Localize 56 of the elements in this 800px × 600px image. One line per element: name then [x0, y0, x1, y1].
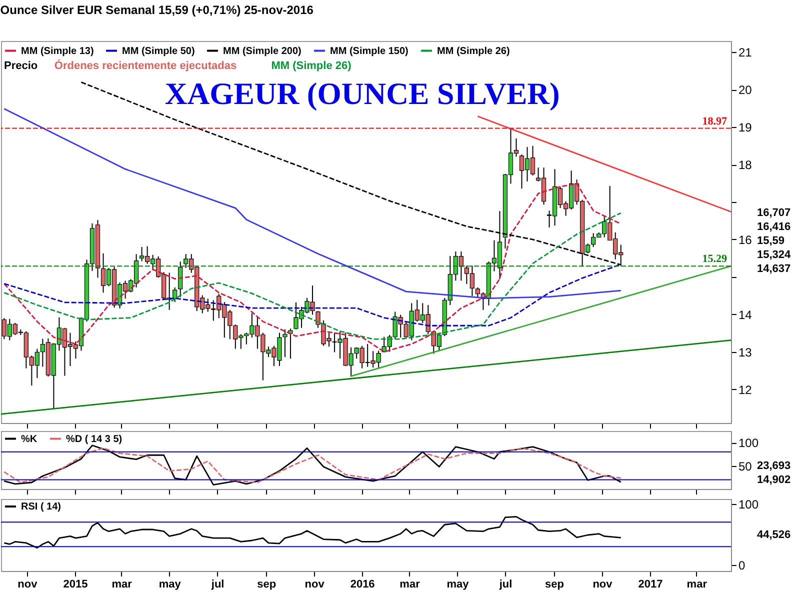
- x-tick-label: jul: [210, 578, 224, 590]
- text: 16,707: [757, 206, 791, 219]
- line-series: [3, 212, 622, 340]
- legend-label: MM (Simple 26): [437, 46, 510, 57]
- y-tick-label: 0: [738, 558, 746, 572]
- text: 14,637: [757, 262, 791, 275]
- chart-title: Ounce Silver EUR Semanal 15,59 (+0,71%) 25-nov-2016: [0, 3, 314, 17]
- x-tick-label: sep: [257, 578, 276, 590]
- legend-label: MM (Simple 13): [21, 46, 94, 57]
- x-tick-label: 2017: [638, 578, 663, 590]
- line-series: [3, 182, 622, 353]
- x-tick-label: mar: [686, 578, 708, 590]
- candlestick: [178, 261, 183, 298]
- x-tick-label: nov: [18, 578, 38, 590]
- legend-label: MM (Simple 150): [330, 46, 408, 57]
- legend-label: MM (Simple 50): [122, 46, 195, 57]
- y-tick-label: 19: [738, 120, 752, 135]
- annotation: Precio: [4, 60, 38, 72]
- text: 23,693: [757, 460, 791, 472]
- y-tick-label: 14: [738, 308, 752, 322]
- annotation: Órdenes recientemente ejecutadas: [54, 59, 237, 72]
- x-tick-label: may: [158, 578, 182, 590]
- legend-label: %D ( 14 3 5): [66, 434, 122, 445]
- annotation: XAGEUR (OUNCE SILVER): [164, 76, 560, 111]
- y-tick-label: 18: [738, 158, 752, 172]
- candlestick: [288, 328, 293, 360]
- text: 44,526: [757, 529, 791, 541]
- x-tick-label: 2015: [63, 578, 88, 590]
- candlestick: [282, 328, 288, 358]
- y-tick-label: 16: [738, 232, 752, 247]
- annotation: MM (Simple 26): [271, 60, 352, 72]
- x-tick-label: mar: [112, 578, 133, 590]
- x-tick-label: jul: [498, 578, 512, 590]
- x-tick-label: sep: [545, 578, 564, 590]
- y-tick-label: 20: [738, 83, 752, 98]
- x-tick-label: may: [446, 578, 470, 590]
- line-series: [3, 516, 622, 549]
- y-tick-label: 12: [738, 382, 752, 397]
- legend-label: RSI ( 14): [21, 502, 62, 512]
- text: 15,324: [757, 248, 792, 261]
- text: 15,59: [757, 234, 785, 247]
- x-tick-label: nov: [304, 578, 326, 590]
- x-tick-label: mar: [400, 578, 421, 590]
- text: 14,902: [757, 474, 791, 486]
- ref-line-label: 15.29: [702, 253, 728, 266]
- y-tick-label: 21: [738, 46, 752, 60]
- legend-label: MM (Simple 200): [223, 46, 302, 57]
- ref-line-label: 18.97: [702, 115, 728, 128]
- y-tick-label: 100: [738, 497, 759, 512]
- text: 16,416: [757, 220, 791, 233]
- y-tick-label: 100: [738, 436, 759, 450]
- y-tick-label: 13: [738, 345, 752, 360]
- y-tick-label: 50: [738, 459, 752, 474]
- legend-label: %K: [21, 434, 38, 445]
- x-tick-label: 2016: [350, 578, 375, 590]
- x-tick-label: nov: [592, 578, 614, 590]
